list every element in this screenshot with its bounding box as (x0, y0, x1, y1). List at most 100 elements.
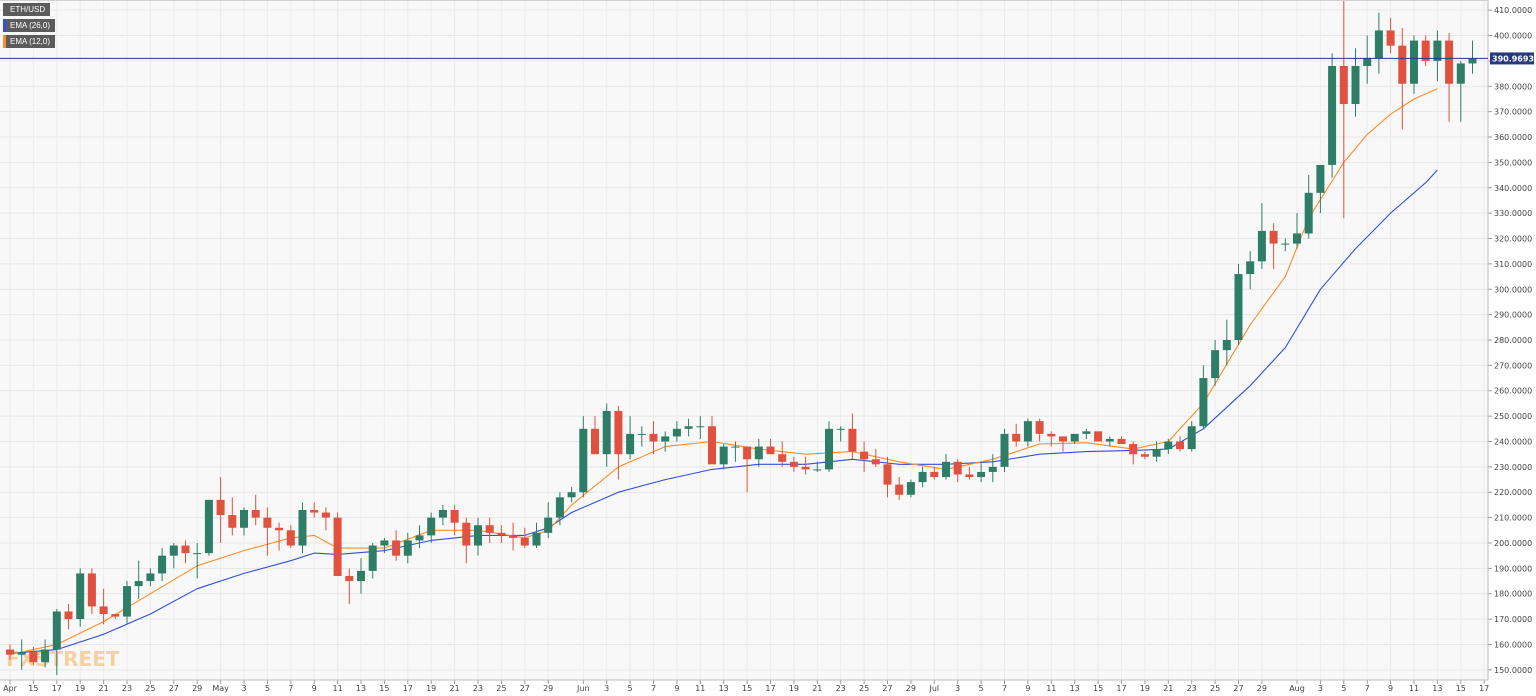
candle-body (462, 522, 471, 546)
candle-body (41, 649, 50, 663)
candle (1246, 251, 1255, 290)
candle (825, 421, 833, 472)
candle (801, 456, 810, 475)
x-tick-label: 7 (1002, 684, 1007, 693)
y-tick-label: 150.0000 (1494, 666, 1532, 675)
candle (1164, 438, 1173, 455)
candle (988, 454, 997, 483)
y-tick-label: 330.0000 (1494, 209, 1532, 218)
candle (345, 568, 354, 604)
legend-item-ema26[interactable]: EMA (26,0) (3, 19, 56, 32)
y-tick-label: 200.0000 (1494, 539, 1532, 548)
candle-body (778, 454, 787, 462)
candle (123, 581, 131, 625)
candle (99, 588, 108, 625)
candle-body (731, 446, 740, 448)
candle-body (1433, 40, 1442, 61)
candle-body (1398, 45, 1407, 84)
candle-body (801, 466, 810, 470)
x-tick-label: Apr (3, 684, 18, 693)
candle (520, 527, 529, 549)
candle (1410, 35, 1418, 94)
candle (193, 542, 202, 579)
watermark-logo: FXSTREET (6, 647, 120, 671)
candle-body (848, 428, 857, 452)
candle (64, 603, 73, 630)
candle (930, 466, 939, 480)
candle (403, 532, 412, 564)
x-tick-label: 27 (882, 684, 892, 693)
candle-body (1187, 426, 1196, 450)
candle (169, 542, 178, 569)
x-tick-label: 23 (836, 684, 846, 693)
x-tick-label: 17 (765, 684, 775, 693)
candle (953, 459, 962, 483)
candle-body (76, 573, 85, 620)
candle (567, 487, 576, 503)
candle (1140, 451, 1149, 460)
candle-body (1222, 340, 1231, 351)
candle-body (789, 461, 798, 467)
candle (544, 502, 553, 538)
y-tick-label: 250.0000 (1494, 412, 1532, 421)
candle (298, 502, 307, 554)
watermark-layer: FXSTREET (6, 647, 120, 671)
candle-body (509, 535, 518, 538)
candle-body (1047, 433, 1056, 437)
y-tick-label: 160.0000 (1494, 640, 1532, 649)
x-tick-label: 11 (1046, 684, 1056, 693)
x-tick-label: 5 (628, 684, 633, 693)
x-tick-label: 19 (75, 684, 85, 693)
candle-body (181, 545, 190, 554)
candle (310, 502, 319, 518)
candle (1012, 423, 1021, 447)
candle-body (825, 428, 833, 470)
y-tick-label: 260.0000 (1494, 387, 1532, 396)
candle-body (719, 446, 728, 465)
y-tick-label: 190.0000 (1494, 564, 1532, 573)
candle-body (357, 570, 365, 582)
candle (485, 517, 494, 543)
candle-body (427, 517, 436, 536)
candle-body (743, 446, 752, 460)
candle-body (158, 555, 167, 574)
candle-body (1293, 233, 1301, 244)
x-tick-label: 23 (1187, 684, 1197, 693)
candle (1023, 418, 1032, 447)
y-tick-label: 210.0000 (1494, 514, 1532, 523)
candle-body (99, 606, 108, 615)
candle (789, 456, 798, 472)
x-tick-label: 27 (1233, 684, 1243, 693)
candle (497, 525, 506, 543)
candle-body (216, 499, 225, 516)
candle-body (1386, 30, 1395, 46)
candle (263, 507, 272, 556)
candle (778, 441, 787, 467)
candle (708, 416, 716, 465)
candle (532, 522, 541, 549)
candle (1386, 17, 1395, 54)
candle-body (672, 428, 681, 437)
legend-item-ema12[interactable]: EMA (12,0) (3, 35, 56, 48)
candle (1035, 418, 1044, 442)
legend-label: EMA (12,0) (10, 37, 51, 46)
legend-item-eth-usd[interactable]: ETH/USD (3, 3, 51, 16)
candle-body (263, 517, 272, 528)
candle-body (1304, 192, 1313, 234)
candle-body (895, 484, 904, 495)
candle-body (988, 466, 997, 472)
candle-body (497, 532, 506, 536)
legend-swatch (3, 35, 6, 48)
candle-body (1445, 40, 1454, 84)
y-tick-label: 280.0000 (1494, 336, 1532, 345)
x-tick-label: 29 (1257, 684, 1267, 693)
y-tick-label: 380.0000 (1494, 82, 1532, 91)
candle (1456, 60, 1465, 122)
candle (579, 416, 588, 498)
candle-body (169, 545, 178, 556)
candle-body (403, 540, 412, 556)
candle-body (87, 573, 96, 607)
candle (719, 444, 728, 470)
x-tick-label: 7 (288, 684, 293, 693)
